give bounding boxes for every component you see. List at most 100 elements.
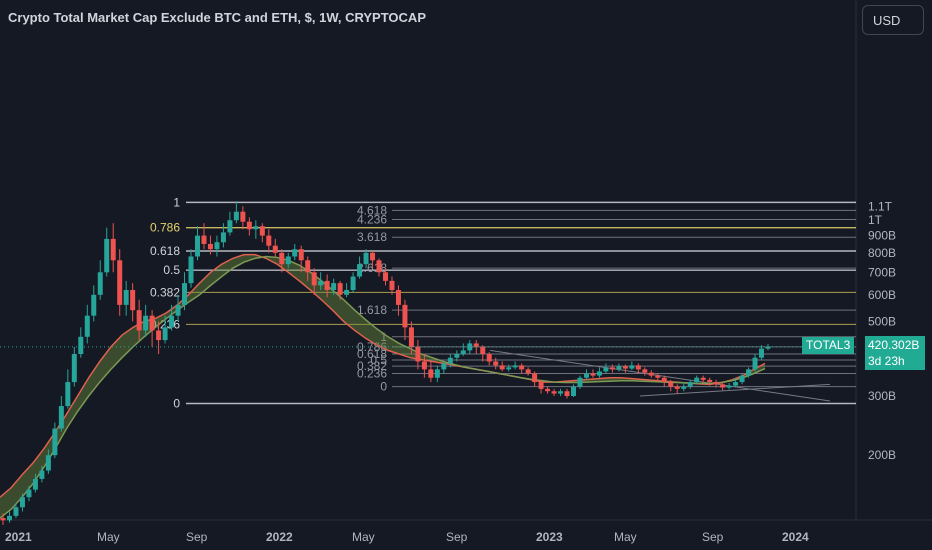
x-tick-label: 2021 [5,530,32,544]
candle-body [357,264,363,277]
fib-extension-label: 0.618 [357,347,387,361]
candle-body [480,346,486,354]
candle-body [538,382,544,389]
y-tick-label: 200B [868,448,896,462]
x-tick-label: 2022 [266,530,293,544]
x-tick-label: Sep [186,530,208,544]
candle-body [759,348,765,358]
candle-body [707,379,713,383]
candle-body [499,365,505,370]
candle-body [162,327,168,341]
candle-body [305,260,311,273]
candle-body [681,386,687,389]
y-tick-label: 800B [868,246,896,260]
candle-body [642,369,648,373]
candle-body [408,327,414,347]
trend-line [639,383,831,397]
candle-body [609,367,615,370]
candle-body [26,489,32,498]
candle-body [739,375,745,383]
candle-body [136,310,142,331]
candle-body [596,371,602,376]
candle-body [622,366,628,369]
candle-body [564,391,570,396]
candle-body [383,272,388,281]
candle-body [648,372,654,376]
candle-body [91,294,97,316]
fib-level-label: 1 [173,195,180,209]
candle-body [532,373,538,383]
x-tick-label: 2024 [782,530,809,544]
y-tick-label: 900B [868,229,896,243]
candle-body [272,245,278,253]
candle-body [39,470,45,479]
candle-body [525,369,531,374]
candle-body [0,518,6,521]
candle-body [6,515,12,521]
y-tick-label: 600B [868,288,896,302]
candle-body [694,377,700,383]
candle-body [331,283,337,291]
chart-title: Crypto Total Market Cap Exclude BTC and … [8,10,426,25]
candle-body [266,235,272,246]
candle-body [318,280,324,286]
candle-body [389,280,395,291]
candle-body [460,350,466,354]
candle-body [571,386,577,396]
x-tick-label: May [614,530,637,544]
bar-countdown: 3d 23h [868,354,905,368]
candle-body [149,315,155,331]
fib-level-label: 0.618 [150,244,180,258]
fib-extension-label: 4.236 [357,212,387,226]
candle-body [350,276,356,291]
ma-slow-line [0,255,766,519]
candle-body [97,272,103,295]
fib-extension-label: 0.382 [357,359,387,373]
candle-body [298,249,304,261]
candle-body [376,260,382,273]
candle-body [493,361,499,366]
candle-body [551,391,557,394]
candle-body [292,249,298,257]
ma-fast-line [0,253,766,498]
candle-body [143,315,149,331]
candle-body [58,406,64,429]
candle-body [668,382,674,387]
y-tick-label: 500B [868,314,896,328]
candle-body [370,252,376,261]
fib-extension-label: 0.236 [357,366,387,380]
candle-body [603,367,609,372]
candle-body [324,280,330,291]
candle-body [104,238,110,273]
y-tick-label: 1.1T [868,199,893,213]
fib-extension-label: 3.618 [357,230,387,244]
y-tick-label: 700B [868,265,896,279]
candle-body [32,478,38,490]
candle-body [421,361,427,370]
candle-body [616,366,622,370]
fib-extension-label: 1.618 [357,303,387,317]
candle-body [337,283,343,295]
candle-body [512,365,518,368]
fib-extension-label: 0 [380,380,387,394]
currency-button[interactable]: USD [862,5,924,35]
x-tick-label: Sep [446,530,468,544]
fib-level-label: 0 [173,396,180,410]
candle-body [78,336,84,354]
x-tick-label: Sep [702,530,724,544]
candle-body [311,272,317,286]
last-price-tag: 420.302B 3d 23h [865,336,925,370]
candle-body [395,290,401,305]
candle-body [363,252,369,265]
candle-body [233,211,239,221]
y-tick-label: 1T [868,213,883,227]
candle-body [214,242,220,250]
symbol-tag: TOTAL3 [802,337,855,354]
candle-body [402,304,408,328]
candle-body [169,315,175,328]
candle-body [447,357,453,364]
candle-body [434,369,440,378]
candle-body [558,391,564,394]
candle-body [629,365,635,369]
